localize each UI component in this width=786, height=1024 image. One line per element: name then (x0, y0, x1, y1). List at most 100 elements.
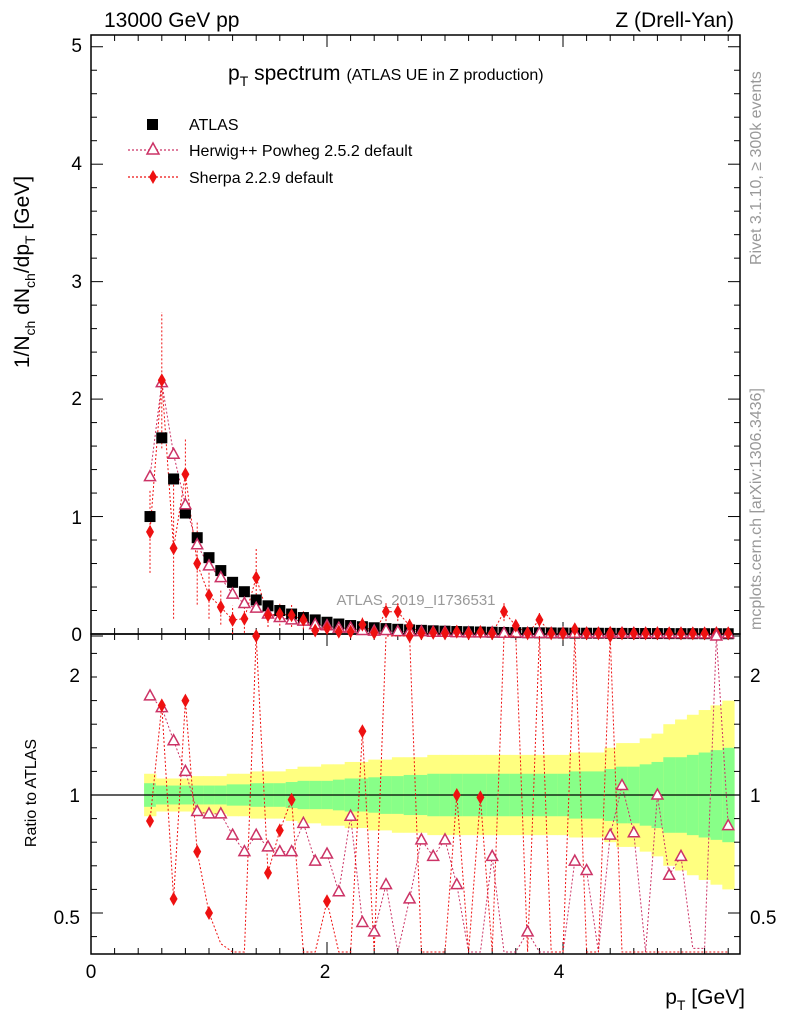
sherpa-point (252, 570, 261, 585)
plot-title-sub: T (240, 73, 249, 89)
sherpa-ratio-point (252, 629, 261, 643)
sherpa-point (724, 626, 733, 641)
sherpa-point (311, 623, 320, 638)
sherpa-ratio-point (181, 693, 190, 708)
herwig-ratio-point (674, 848, 688, 862)
sherpa-point (429, 625, 438, 640)
herwig-ratio-point (284, 844, 299, 857)
herwig-ratio-point (214, 806, 228, 819)
atlas-point (227, 576, 239, 588)
ratio-tick-label-2-right: 2 (750, 666, 761, 687)
legend-label-herwig: Herwig++ Powheg 2.5.2 default (189, 143, 413, 160)
herwig-ratio-point (249, 827, 263, 840)
sherpa-point (146, 524, 154, 539)
plot-title: pT spectrum (ATLAS UE in Z production) (228, 62, 544, 89)
sherpa-point (228, 612, 237, 627)
ratio-panel-frame (90, 633, 741, 955)
sherpa-point (382, 604, 390, 619)
ratio-tick-label-05-left: 0.5 (54, 908, 80, 929)
sherpa-point (523, 626, 532, 641)
sherpa-point (618, 626, 626, 641)
main-y-axis-label: 1/Nch dNch/dpT [GeV] (11, 176, 38, 368)
sherpa-point (700, 626, 709, 641)
atlas-point (168, 473, 180, 485)
sherpa-point (193, 556, 202, 571)
sherpa-ratio-point (452, 788, 461, 802)
sherpa-point (464, 626, 473, 641)
tick-labels: 0 2 4 0 1 2 3 4 5 0.5 1 2 0.5 1 2 (54, 36, 777, 983)
sherpa-point (629, 626, 638, 641)
herwig-ratio-point (414, 832, 429, 845)
sherpa-ratio-point (606, 629, 615, 643)
atlas-point (144, 511, 156, 523)
legend-marker-atlas (147, 119, 158, 130)
sherpa-point (688, 626, 697, 641)
herwig-ratio-point (332, 884, 346, 897)
herwig-point (190, 537, 204, 550)
herwig-point (202, 558, 216, 571)
herwig-ratio-point (379, 877, 393, 890)
sherpa-point (323, 621, 331, 636)
atlas-point (179, 507, 191, 519)
sherpa-point (275, 607, 284, 622)
sherpa-point (582, 626, 591, 641)
herwig-ratio-point (520, 924, 535, 937)
herwig-ratio-point (273, 844, 287, 857)
herwig-ratio-point (402, 891, 417, 904)
herwig-point (225, 586, 240, 599)
herwig-ratio-point (615, 778, 629, 791)
legend-marker-sherpa (149, 170, 157, 184)
herwig-ratio-point (603, 827, 617, 840)
atlas-point (238, 586, 250, 598)
herwig-ratio-point (367, 924, 381, 937)
legend-label-sherpa: Sherpa 2.2.9 default (189, 170, 334, 187)
sherpa-line (149, 380, 729, 635)
sherpa-point (677, 626, 685, 641)
herwig-ratio-point (579, 862, 594, 876)
herwig-ratio-point (426, 848, 440, 862)
analysis-watermark: ATLAS_2019_I1736531 (336, 592, 495, 609)
herwig-ratio-point (568, 853, 582, 866)
y-tick-label-4: 4 (71, 154, 82, 175)
plot-title-p: p (228, 62, 240, 85)
ratio-tick-label-1-left: 1 (69, 786, 80, 807)
sherpa-point (157, 373, 166, 388)
atlas-point (250, 594, 262, 606)
legend: ATLAS Herwig++ Powheg 2.5.2 default Sher… (128, 117, 413, 187)
herwig-ratio-point (438, 832, 452, 845)
sherpa-point (594, 626, 603, 641)
ratio-tick-label-05-right: 0.5 (750, 908, 776, 929)
herwig-ratio-point (178, 763, 193, 777)
sherpa-ratio-point (157, 698, 166, 713)
sherpa-point (653, 626, 662, 641)
ylabel-sub-ch1: ch (22, 321, 38, 336)
atlas-point (203, 552, 215, 564)
y-tick-label-1: 1 (71, 508, 82, 529)
sherpa-point (240, 611, 249, 626)
y-tick-label-2: 2 (71, 389, 82, 410)
herwig-ratio-point (296, 815, 311, 829)
herwig-point (249, 600, 263, 613)
sherpa-point (264, 608, 272, 623)
sherpa-ratio-point (275, 823, 284, 838)
sherpa-point (570, 622, 579, 637)
herwig-point (391, 624, 405, 637)
herwig-ratio-point (225, 827, 240, 840)
sherpa-point (547, 626, 556, 641)
ratio-y-axis-label: Ratio to ATLAS (23, 739, 40, 847)
sherpa-point (334, 624, 343, 639)
sherpa-ratio-point (264, 865, 272, 880)
data-series (143, 312, 735, 953)
sherpa-point (358, 617, 367, 632)
herwig-ratio-point (650, 787, 665, 800)
herwig-ratio-point (320, 846, 334, 859)
sherpa-point (370, 625, 379, 640)
sherpa-point (169, 541, 178, 556)
sherpa-point (441, 626, 449, 641)
herwig-ratio-point (143, 688, 157, 701)
herwig-ratio-point (721, 818, 735, 831)
sherpa-point (500, 604, 508, 619)
herwig-ratio-point (261, 839, 275, 852)
herwig-ratio-point (450, 877, 464, 890)
sherpa-ratio-point (205, 906, 213, 920)
